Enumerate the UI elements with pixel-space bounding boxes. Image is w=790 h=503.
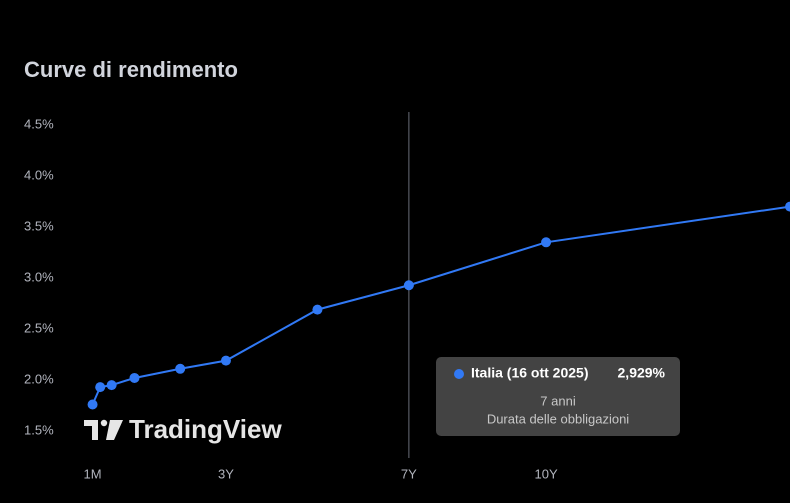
data-point (129, 372, 140, 383)
x-tick-label: 7Y (401, 466, 417, 481)
logo-part (100, 419, 108, 427)
y-tick-label: 1.5% (24, 422, 54, 437)
tooltip-name: Italia (16 ott 2025) (471, 365, 589, 381)
x-tick-label: 3Y (218, 466, 234, 481)
watermark: TradingView (84, 414, 282, 444)
tooltip-caption: Durata delle obbligazioni (487, 411, 629, 426)
tooltip-x-label: 7 anni (540, 393, 576, 408)
watermark-text: TradingView (129, 414, 282, 444)
tooltip-value: 2,929% (618, 365, 666, 381)
data-point (106, 380, 117, 391)
chart-title: Curve di rendimento (24, 57, 238, 82)
y-tick-label: 3.0% (24, 269, 54, 284)
data-point (175, 363, 186, 374)
y-tick-label: 4.0% (24, 167, 54, 182)
data-point (95, 382, 106, 393)
x-tick-label: 10Y (535, 466, 558, 481)
tooltip: Italia (16 ott 2025) 2,929% 7 anni Durata d… (436, 357, 680, 436)
logo-part (106, 420, 123, 440)
y-tick-label: 3.5% (24, 218, 54, 233)
data-point (785, 201, 790, 212)
data-point (312, 304, 323, 315)
y-tick-label: 4.5% (24, 116, 54, 131)
data-point (87, 399, 98, 410)
data-point (403, 280, 414, 291)
tooltip-marker (454, 369, 464, 379)
data-point (220, 355, 231, 366)
tooltip-box (436, 357, 680, 436)
logo-part (84, 420, 98, 440)
y-tick-label: 2.5% (24, 320, 54, 335)
series-line (91, 205, 790, 405)
y-tick-label: 2.0% (24, 371, 54, 386)
x-tick-label: 1M (84, 466, 102, 481)
data-point (541, 237, 552, 248)
